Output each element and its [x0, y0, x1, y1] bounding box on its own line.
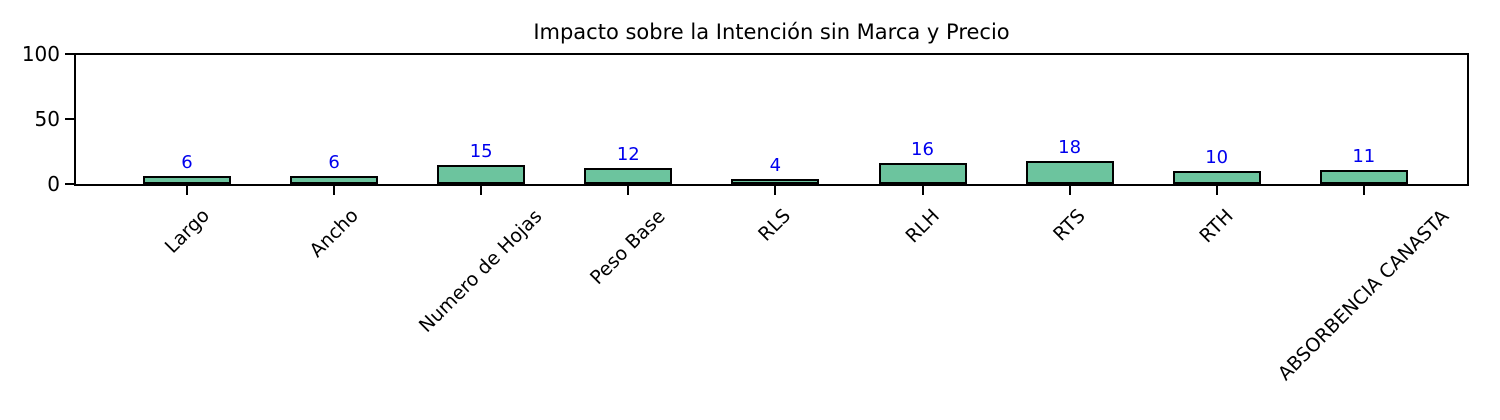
y-tick-label: 50: [34, 107, 60, 131]
x-tick-mark: [1215, 186, 1218, 195]
bar-value-label: 16: [911, 139, 934, 161]
bar: [437, 164, 526, 184]
x-tick-label: Peso Base: [586, 204, 670, 289]
bar-value-label: 18: [1058, 136, 1082, 158]
bar-value-label: 10: [1205, 147, 1229, 168]
bar-value-label: 4: [769, 154, 782, 176]
bar: [290, 176, 379, 184]
y-tick-mark: [65, 53, 74, 55]
bar-value-label: 11: [1352, 145, 1376, 167]
plot-area: [74, 53, 1469, 186]
x-tick-mark: [480, 186, 483, 195]
y-tick-label: 0: [47, 172, 60, 196]
x-tick-mark: [1362, 186, 1365, 195]
chart-title: Impacto sobre la Intención sin Marca y P…: [533, 20, 1010, 44]
y-tick-mark: [65, 183, 74, 185]
bar-value-label: 6: [328, 152, 340, 174]
bar: [584, 168, 673, 184]
bar-value-label: 6: [181, 152, 193, 174]
x-tick-mark: [1068, 186, 1071, 195]
bar: [1025, 160, 1114, 184]
x-tick-mark: [333, 186, 336, 195]
bar-value-label: 12: [616, 144, 640, 166]
x-tick-label: RTH: [1195, 205, 1238, 248]
x-tick-mark: [774, 186, 777, 195]
x-tick-mark: [186, 186, 188, 195]
x-tick-label: Ancho: [305, 204, 363, 263]
x-tick-label: Largo: [160, 204, 214, 259]
bar-value-label: 15: [469, 140, 493, 162]
bar: [731, 178, 820, 184]
y-tick-label: 100: [21, 42, 60, 66]
x-tick-label: RLS: [754, 205, 796, 246]
x-tick-label: Numero de Hojas: [415, 204, 547, 337]
bar: [878, 163, 967, 184]
x-tick-mark: [921, 186, 924, 195]
x-tick-label: ABSORBENCIA CANASTA: [1273, 205, 1454, 385]
bar: [1319, 169, 1408, 184]
y-tick-mark: [65, 118, 74, 120]
x-tick-label: RTS: [1048, 205, 1090, 246]
bar: [143, 176, 231, 184]
bar: [1172, 171, 1261, 184]
x-tick-mark: [627, 186, 630, 195]
x-tick-label: RLH: [900, 204, 944, 248]
